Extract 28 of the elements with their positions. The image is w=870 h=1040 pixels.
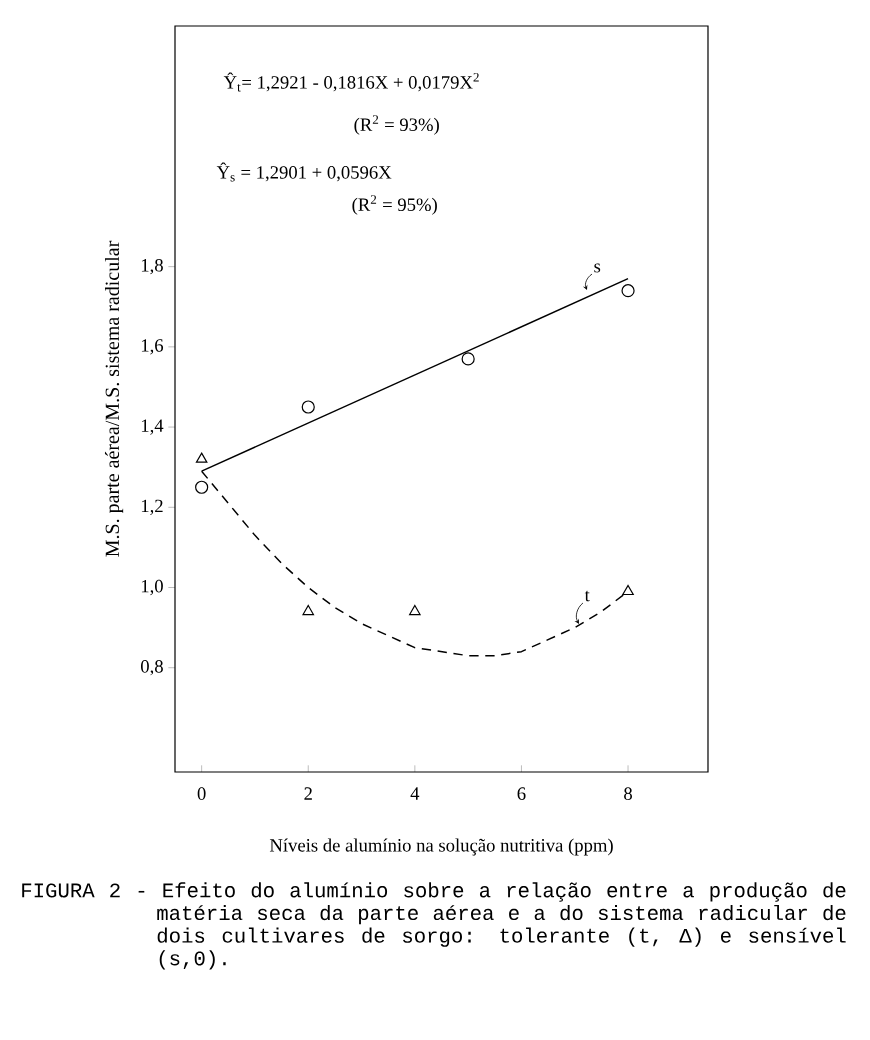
x-tick-label: 2	[304, 787, 312, 800]
annotation: (R$^{2}$ = 95%)	[352, 195, 437, 215]
annotation: Ŷ$_{t}$= 1,2921 - 0,1816X + 0,0179X$^{2}$	[223, 72, 479, 92]
point	[301, 400, 315, 414]
text: FIGURA 2 - Efeito do alumínio sobre a relação entre a produção de matéria seca da parte aérea e a do sistema radicular de dois cultivares de sorgo: tolerante (t, Δ) e sensível (s,0).	[22, 882, 846, 970]
x-axis-title: Níveis de alumínio na solução nutritiva (ppm)	[269, 838, 613, 856]
point	[409, 604, 421, 616]
annotation: s	[594, 263, 601, 273]
y-tick-label: 1,8	[141, 258, 163, 275]
point	[461, 352, 475, 366]
point	[621, 284, 635, 298]
point	[195, 452, 208, 463]
y-tick-label: 1,4	[141, 419, 164, 435]
y-axis-title: M.S. parte aérea/M.S. sistema radicular	[104, 240, 124, 557]
point	[622, 584, 634, 596]
annotation: (R$^{2}$ = 93%)	[354, 115, 439, 135]
y-tick-label: 0,8	[141, 660, 163, 676]
point	[302, 604, 315, 616]
y-tick-label: 1,2	[141, 499, 163, 515]
y-tick-label: 1,6	[141, 339, 164, 355]
x-tick-label: 6	[517, 787, 526, 800]
x-tick-label: 8	[624, 787, 632, 800]
annotation: Ŷ$_{s}$ = 1,2901 + 0,0596X	[216, 162, 392, 182]
point	[195, 480, 209, 494]
y-tick-label: 1,0	[141, 579, 163, 596]
x-tick-label: 0	[197, 787, 206, 800]
x-tick-label: 4	[410, 787, 420, 800]
annotation: t	[584, 590, 590, 602]
